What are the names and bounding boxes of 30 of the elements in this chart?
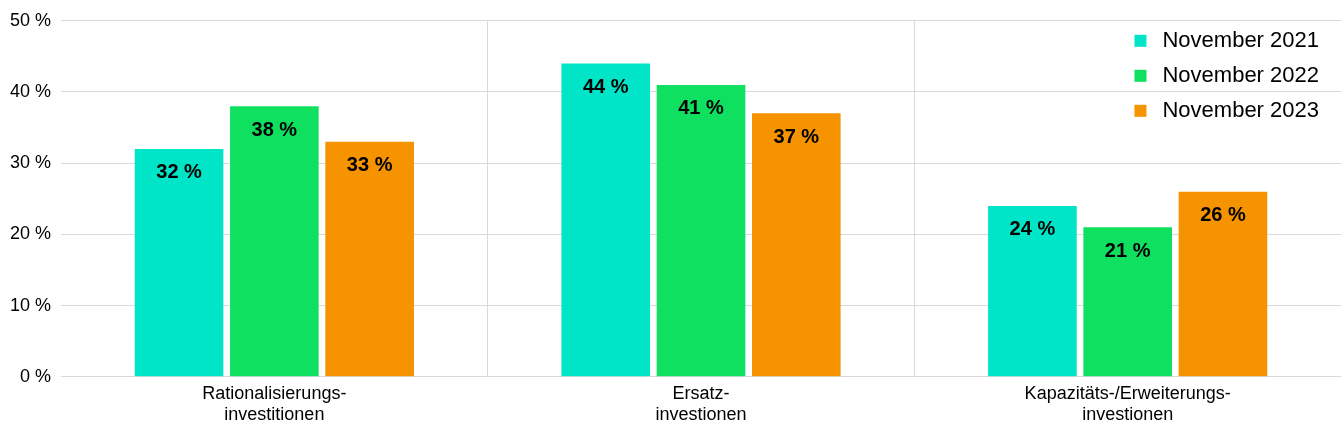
x-tick-label: Ersatz- investionen (655, 382, 747, 425)
bar (656, 84, 746, 377)
x-tick-label: Kapazitäts-/Erweiterungs- investionen (1024, 382, 1231, 425)
y-tick-label: 10 % (10, 294, 52, 315)
data-label: 32 % (156, 160, 203, 183)
legend-label: November 2022 (1162, 61, 1320, 87)
data-label: 33 % (346, 153, 393, 176)
y-tick-label: 50 % (10, 9, 52, 30)
y-tick-label: 30 % (10, 152, 52, 173)
bar (134, 148, 224, 377)
bar (561, 63, 651, 377)
bar (1083, 227, 1172, 377)
bar (751, 113, 841, 377)
data-label: 26 % (1200, 203, 1246, 226)
bar (230, 106, 319, 377)
legend-label: November 2023 (1162, 96, 1320, 122)
data-label: 24 % (1009, 217, 1056, 240)
bar (1178, 191, 1268, 377)
bar (988, 205, 1077, 377)
data-label: 38 % (251, 117, 298, 140)
legend-label: November 2021 (1162, 26, 1320, 52)
y-tick-label: 20 % (10, 223, 52, 244)
y-tick-label: 40 % (10, 80, 52, 101)
data-label: 44 % (582, 75, 629, 98)
y-tick-label: 0 % (20, 365, 52, 386)
data-label: 41 % (678, 96, 725, 119)
x-tick-label: Rationalisierungs- investitionen (202, 382, 347, 425)
data-label: 37 % (773, 124, 820, 147)
bar (325, 141, 414, 377)
data-label: 21 % (1104, 238, 1151, 261)
